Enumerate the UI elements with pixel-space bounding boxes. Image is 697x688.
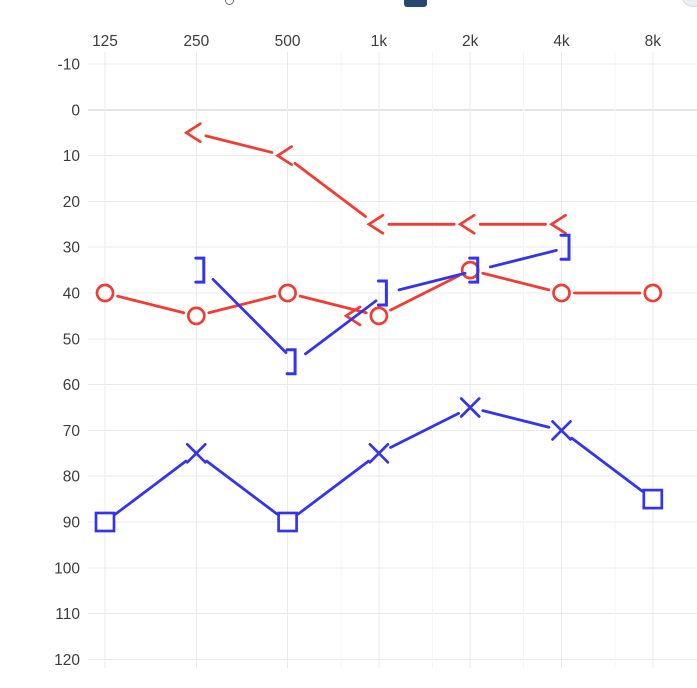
series-right-ear-bone-conduction (183, 122, 567, 235)
right-ear-bone-conduction-point[interactable] (366, 213, 385, 235)
left-ear-air-conduction-point[interactable] (185, 442, 207, 464)
y-tick-label: 70 (63, 423, 81, 440)
y-tick-label: 80 (63, 469, 81, 486)
left-ear-air-conduction-point[interactable] (642, 488, 664, 510)
series-right-ear-bone-conduction-isolated (343, 305, 362, 327)
series-line-segment (481, 409, 551, 429)
cutoff-glyph-fragment (225, 0, 234, 5)
right-ear-air-conduction-point[interactable] (278, 283, 297, 303)
series-line-segment (570, 436, 644, 493)
x-tick-label: 4k (553, 33, 570, 50)
y-tick-label: 10 (63, 148, 81, 165)
cutoff-navy-button-fragment[interactable] (404, 0, 427, 7)
series-right-ear-air-conduction (95, 260, 663, 326)
y-gridlines (88, 63, 697, 660)
series-line-segment (304, 299, 378, 356)
series-left-ear-bone-conduction-masked (194, 233, 571, 376)
right-ear-bone-conduction-point[interactable] (275, 145, 293, 166)
series-line-segment (389, 274, 460, 312)
series-left-ear-air-conduction (94, 397, 664, 533)
right-ear-bone-conduction-point[interactable] (457, 213, 476, 235)
series-line-segment (389, 411, 460, 449)
left-ear-air-conduction-point[interactable] (277, 511, 298, 533)
series-line-segment (113, 459, 188, 516)
right-ear-bone-conduction-point[interactable] (549, 213, 567, 235)
series-line-segment (205, 459, 279, 516)
left-ear-air-conduction-point[interactable] (551, 420, 572, 441)
series-line-segment (207, 294, 277, 315)
left-ear-bone-conduction-masked-point[interactable] (376, 279, 388, 307)
left-ear-bone-conduction-masked-point[interactable] (559, 233, 571, 261)
right-ear-air-conduction-point[interactable] (643, 283, 663, 303)
y-tick-label: 50 (63, 331, 81, 348)
right-ear-bone-conduction-isolated-point[interactable] (343, 305, 362, 327)
right-ear-air-conduction-point[interactable] (95, 283, 115, 303)
right-ear-bone-conduction-point[interactable] (183, 122, 202, 144)
x-gridlines (104, 52, 654, 668)
series-line-segment (397, 271, 467, 292)
x-tick-label: 250 (183, 33, 209, 50)
y-tick-label: 100 (54, 560, 80, 577)
left-ear-bone-conduction-masked-point[interactable] (468, 256, 480, 284)
y-tick-label: 60 (63, 377, 81, 394)
series-line-segment (488, 248, 558, 269)
series-line-segment (481, 271, 551, 292)
series-line-segment (116, 294, 186, 315)
y-tick-label: 20 (63, 194, 81, 211)
series-line-segment (204, 134, 274, 154)
y-tick-label: 30 (63, 240, 81, 257)
left-ear-air-conduction-point[interactable] (368, 442, 390, 464)
right-ear-air-conduction-point[interactable] (369, 306, 389, 326)
left-ear-air-conduction-point[interactable] (459, 397, 481, 418)
y-tick-label: 0 (71, 102, 80, 119)
x-tick-label: 125 (92, 33, 118, 50)
y-tick-label: 40 (63, 286, 81, 303)
y-tick-label: 90 (63, 515, 81, 532)
left-ear-bone-conduction-masked-point[interactable] (285, 348, 297, 376)
x-tick-label: 500 (275, 33, 301, 50)
right-ear-air-conduction-point[interactable] (186, 306, 206, 326)
y-axis-labels: -10 0 10 20 30 40 50 60 70 80 90 100 110 120 (54, 57, 80, 669)
x-tick-label: 2k (462, 33, 479, 50)
y-tick-label: -10 (58, 57, 81, 74)
left-ear-bone-conduction-masked-point[interactable] (194, 256, 206, 284)
x-tick-label: 1k (371, 33, 388, 50)
series-line-segment (296, 459, 370, 516)
series-line-segment (211, 277, 288, 354)
x-tick-label: 8k (645, 33, 662, 50)
y-tick-label: 110 (55, 606, 80, 623)
y-tick-label: 120 (54, 652, 80, 669)
series-line-segment (293, 162, 367, 218)
left-ear-air-conduction-point[interactable] (94, 511, 116, 533)
right-ear-air-conduction-point[interactable] (460, 260, 480, 280)
right-ear-air-conduction-point[interactable] (552, 283, 571, 303)
x-axis-labels: 125 250 500 1k 2k 4k 8k (92, 33, 661, 50)
